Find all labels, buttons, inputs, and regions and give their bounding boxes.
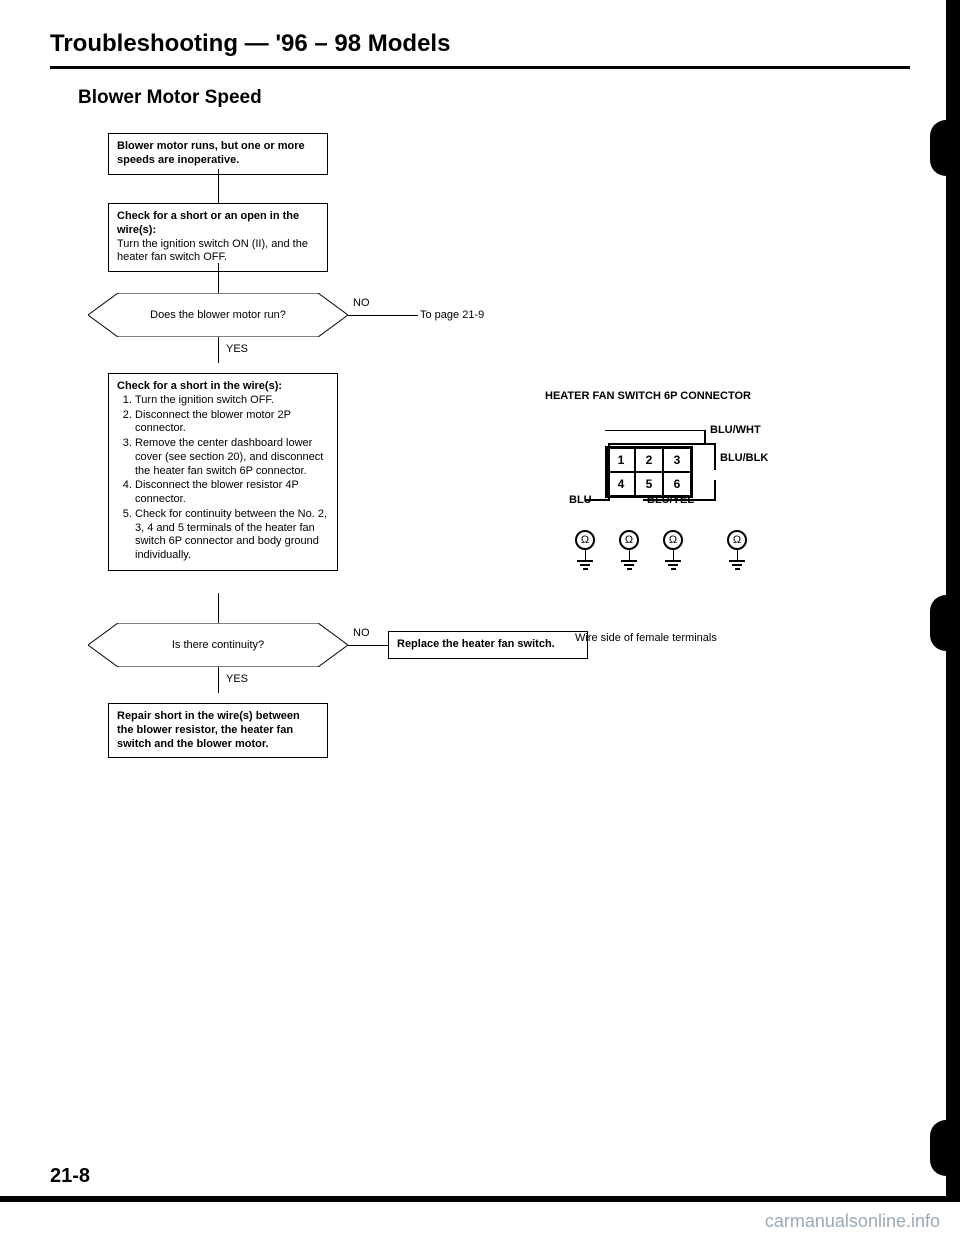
flow-box-check-short: Check for a short or an open in the wire… <box>108 203 328 272</box>
flow-step: Disconnect the blower resistor 4P connec… <box>135 479 329 507</box>
connector-title: HEATER FAN SWITCH 6P CONNECTOR <box>545 390 865 402</box>
section-subtitle: Blower Motor Speed <box>78 87 910 109</box>
connector-pin: 6 <box>663 472 691 496</box>
terminal-symbol: Ω <box>663 530 683 570</box>
wire-label-top: BLU/WHT <box>710 424 761 436</box>
terminal-symbol: Ω <box>575 530 595 570</box>
decision-label: Does the blower motor run? <box>88 309 348 321</box>
connector-caption: Wire side of female terminals <box>575 632 865 644</box>
terminal-row: Ω Ω Ω Ω <box>575 530 747 570</box>
title-rule <box>50 66 910 69</box>
flow-step: Check for continuity between the No. 2, … <box>135 508 329 563</box>
connector-pin: 5 <box>635 472 663 496</box>
connector-diagram: BLU/WHT BLU/BLK BLU BLU/YEL 1 2 3 4 5 6 … <box>575 420 795 620</box>
flow-box-title: Check for a short or an open in the wire… <box>117 210 299 236</box>
flow-decision-motor-run: Does the blower motor run? <box>88 293 348 337</box>
branch-yes: YES <box>226 343 248 355</box>
page-title: Troubleshooting — '96 – 98 Models <box>50 30 910 58</box>
connector-pin: 4 <box>607 472 635 496</box>
flow-connector <box>348 315 418 316</box>
terminal-symbol: Ω <box>619 530 639 570</box>
flow-connector <box>218 263 219 293</box>
page-number: 21-8 <box>50 1165 90 1188</box>
connector-panel: HEATER FAN SWITCH 6P CONNECTOR BLU/WHT B… <box>545 390 865 644</box>
ohm-icon: Ω <box>619 530 639 550</box>
branch-no: NO <box>353 297 370 309</box>
flow-connector <box>218 667 219 693</box>
flow-step: Turn the ignition switch OFF. <box>135 394 329 408</box>
flow-box-repair: Repair short in the wire(s) between the … <box>108 703 328 758</box>
branch-no: NO <box>353 627 370 639</box>
connector-pin: 1 <box>607 448 635 472</box>
ohm-icon: Ω <box>663 530 683 550</box>
flow-box-check-short-2: Check for a short in the wire(s): Turn t… <box>108 373 338 571</box>
flow-box-text: Repair short in the wire(s) between the … <box>117 710 300 750</box>
wire-label-left: BLU <box>569 494 592 506</box>
flow-box-body: Turn the ignition switch ON (II), and th… <box>117 238 308 264</box>
watermark: carmanualsonline.info <box>765 1211 940 1232</box>
connector-pin: 2 <box>635 448 663 472</box>
flow-connector <box>218 593 219 623</box>
flow-box-text: Blower motor runs, but one or more speed… <box>117 140 305 166</box>
ohm-icon: Ω <box>727 530 747 550</box>
wire-label-right: BLU/BLK <box>720 452 768 464</box>
connector-pin: 3 <box>663 448 691 472</box>
terminal-symbol: Ω <box>727 530 747 570</box>
flow-step: Disconnect the blower motor 2P connector… <box>135 409 329 437</box>
flow-ref: To page 21-9 <box>420 309 484 321</box>
ohm-icon: Ω <box>575 530 595 550</box>
connector-pin-grid: 1 2 3 4 5 6 <box>605 446 693 498</box>
branch-yes: YES <box>226 673 248 685</box>
flow-step: Remove the center dashboard lower cover … <box>135 437 329 478</box>
flow-connector <box>218 169 219 203</box>
flow-box-text: Replace the heater fan switch. <box>397 638 555 650</box>
flow-decision-continuity: Is there continuity? <box>88 623 348 667</box>
decision-label: Is there continuity? <box>88 639 348 651</box>
footer-rule <box>0 1196 960 1202</box>
flow-connector <box>348 645 388 646</box>
flow-connector <box>218 337 219 363</box>
flow-steps: Turn the ignition switch OFF. Disconnect… <box>117 394 329 563</box>
flow-box-title: Check for a short in the wire(s): <box>117 380 282 392</box>
